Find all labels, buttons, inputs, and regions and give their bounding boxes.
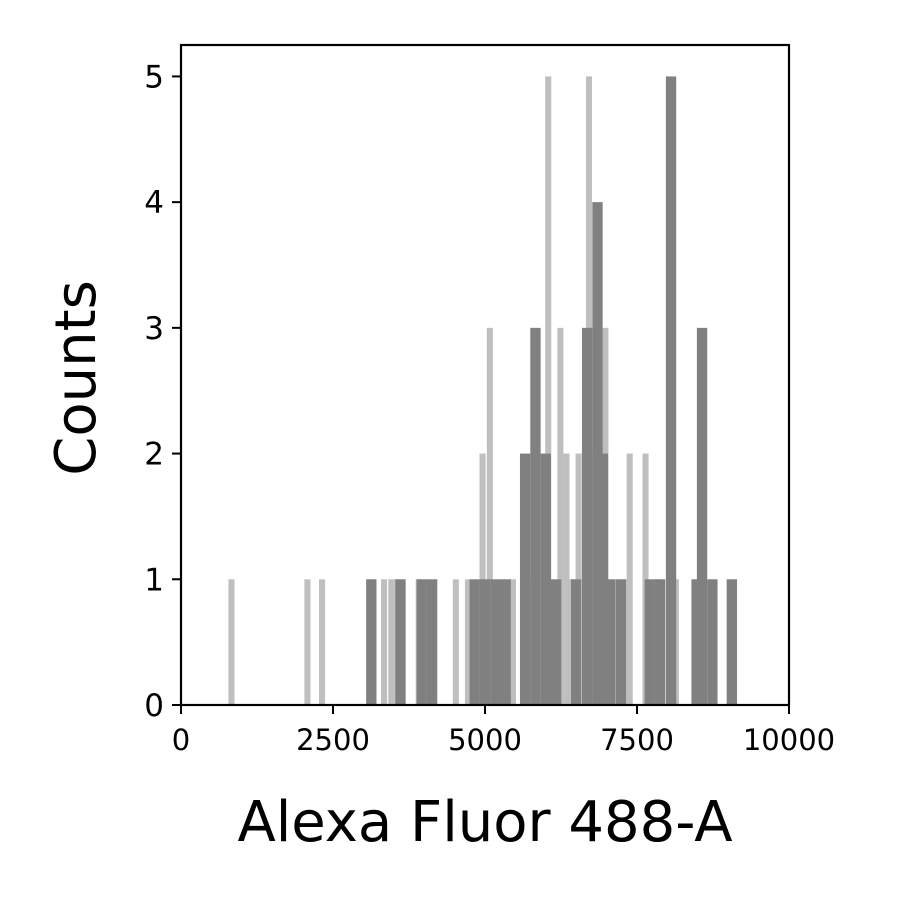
x-tick-label: 7500 bbox=[600, 723, 674, 757]
histogram-bar bbox=[592, 202, 603, 705]
histogram-bar bbox=[479, 453, 486, 705]
histogram-bar bbox=[381, 579, 388, 705]
histogram-bar bbox=[319, 579, 326, 705]
histogram-bar bbox=[509, 579, 517, 705]
histogram-bar bbox=[642, 453, 649, 705]
x-axis-label: Alexa Fluor 488-A bbox=[237, 790, 732, 855]
histogram-bar bbox=[530, 327, 541, 705]
y-tick-label: 2 bbox=[144, 437, 164, 473]
histogram-bar bbox=[519, 453, 531, 705]
bars-layer bbox=[228, 76, 738, 706]
histogram-bar bbox=[464, 579, 472, 705]
histogram-bar bbox=[490, 579, 501, 705]
histogram-bar bbox=[545, 76, 552, 706]
histogram-bar bbox=[550, 579, 562, 705]
histogram-bar bbox=[228, 579, 235, 705]
histogram-bar bbox=[479, 579, 491, 705]
histogram-bar bbox=[540, 453, 551, 705]
histogram-bar bbox=[388, 579, 395, 705]
histogram-bar bbox=[426, 579, 438, 705]
histogram-bar bbox=[366, 579, 377, 705]
histogram-bar bbox=[469, 579, 480, 705]
histogram-bar bbox=[575, 453, 582, 705]
histogram-bar bbox=[395, 579, 406, 705]
y-tick-label: 5 bbox=[144, 59, 164, 95]
histogram-bar bbox=[563, 453, 570, 705]
histogram-bar bbox=[654, 579, 666, 705]
histogram-bar bbox=[644, 579, 655, 705]
histogram-bar bbox=[557, 327, 564, 705]
histogram-bar bbox=[452, 579, 459, 705]
y-axis-label: Counts bbox=[44, 280, 109, 475]
histogram-bar bbox=[696, 327, 708, 705]
histogram-bar bbox=[616, 579, 627, 705]
y-tick-label: 3 bbox=[144, 311, 164, 347]
histogram-bar bbox=[726, 579, 738, 705]
histogram-bar bbox=[581, 327, 593, 705]
x-tick-label: 0 bbox=[172, 723, 190, 757]
histogram-bar bbox=[486, 327, 493, 705]
histogram-bar bbox=[605, 579, 616, 705]
histogram-bar bbox=[626, 453, 633, 705]
histogram-bar bbox=[416, 579, 427, 705]
histogram-bar bbox=[571, 579, 582, 705]
histogram-bar bbox=[707, 579, 718, 705]
y-tick-label: 4 bbox=[144, 185, 164, 221]
y-tick-label: 1 bbox=[144, 562, 164, 598]
x-axis: 0 2500 5000 7500 10000 bbox=[172, 705, 835, 757]
histogram-bar bbox=[597, 453, 609, 705]
histogram-bar bbox=[304, 579, 311, 705]
x-tick-label: 2500 bbox=[296, 723, 370, 757]
y-tick-label: 0 bbox=[144, 688, 164, 724]
x-tick-label: 5000 bbox=[448, 723, 522, 757]
histogram-bar bbox=[665, 76, 677, 706]
histogram-bar bbox=[691, 579, 702, 705]
x-tick-label: 10000 bbox=[743, 723, 835, 757]
y-axis: 0 1 2 3 4 5 bbox=[144, 59, 181, 724]
histogram-bar bbox=[500, 579, 511, 705]
